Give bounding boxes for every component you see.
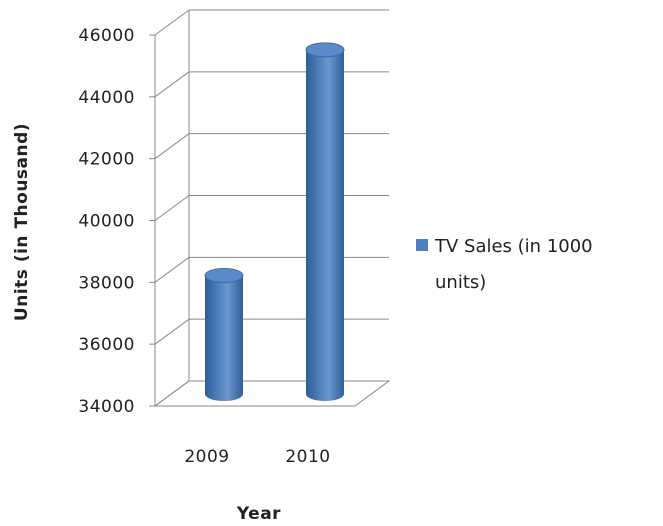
- legend-swatch: [416, 239, 428, 251]
- bar-body: [205, 276, 243, 401]
- bar-body: [306, 50, 344, 401]
- bar: [306, 43, 344, 401]
- bar: [205, 269, 243, 401]
- y-tick-label: 42000: [78, 150, 135, 170]
- x-axis-title: Year: [236, 504, 281, 524]
- floor-plane: [155, 381, 389, 406]
- bar-top: [205, 269, 243, 283]
- gridline-side: [155, 10, 189, 35]
- gridline-side: [155, 257, 189, 282]
- floor: [155, 381, 389, 406]
- y-tick-label: 38000: [78, 273, 135, 293]
- y-axis-title: Units (in Thousand): [12, 123, 32, 321]
- y-tick-label: 46000: [78, 26, 135, 46]
- legend-entry-line-1: TV Sales (in 1000: [434, 236, 593, 257]
- x-tick-label: 2010: [285, 447, 330, 467]
- y-tick-label: 44000: [78, 88, 135, 108]
- gridline-side: [155, 196, 189, 221]
- gridline-side: [155, 319, 189, 344]
- bar-top: [306, 43, 344, 57]
- gridline-side: [155, 72, 189, 97]
- x-tick-label: 2009: [184, 447, 229, 467]
- legend-entry-line-2: units): [435, 272, 486, 293]
- y-tick-label: 34000: [78, 397, 135, 417]
- legend: TV Sales (in 1000 units): [416, 236, 593, 293]
- gridline-side: [155, 134, 189, 159]
- y-tick-label: 36000: [78, 335, 135, 355]
- y-tick-label: 40000: [78, 212, 135, 232]
